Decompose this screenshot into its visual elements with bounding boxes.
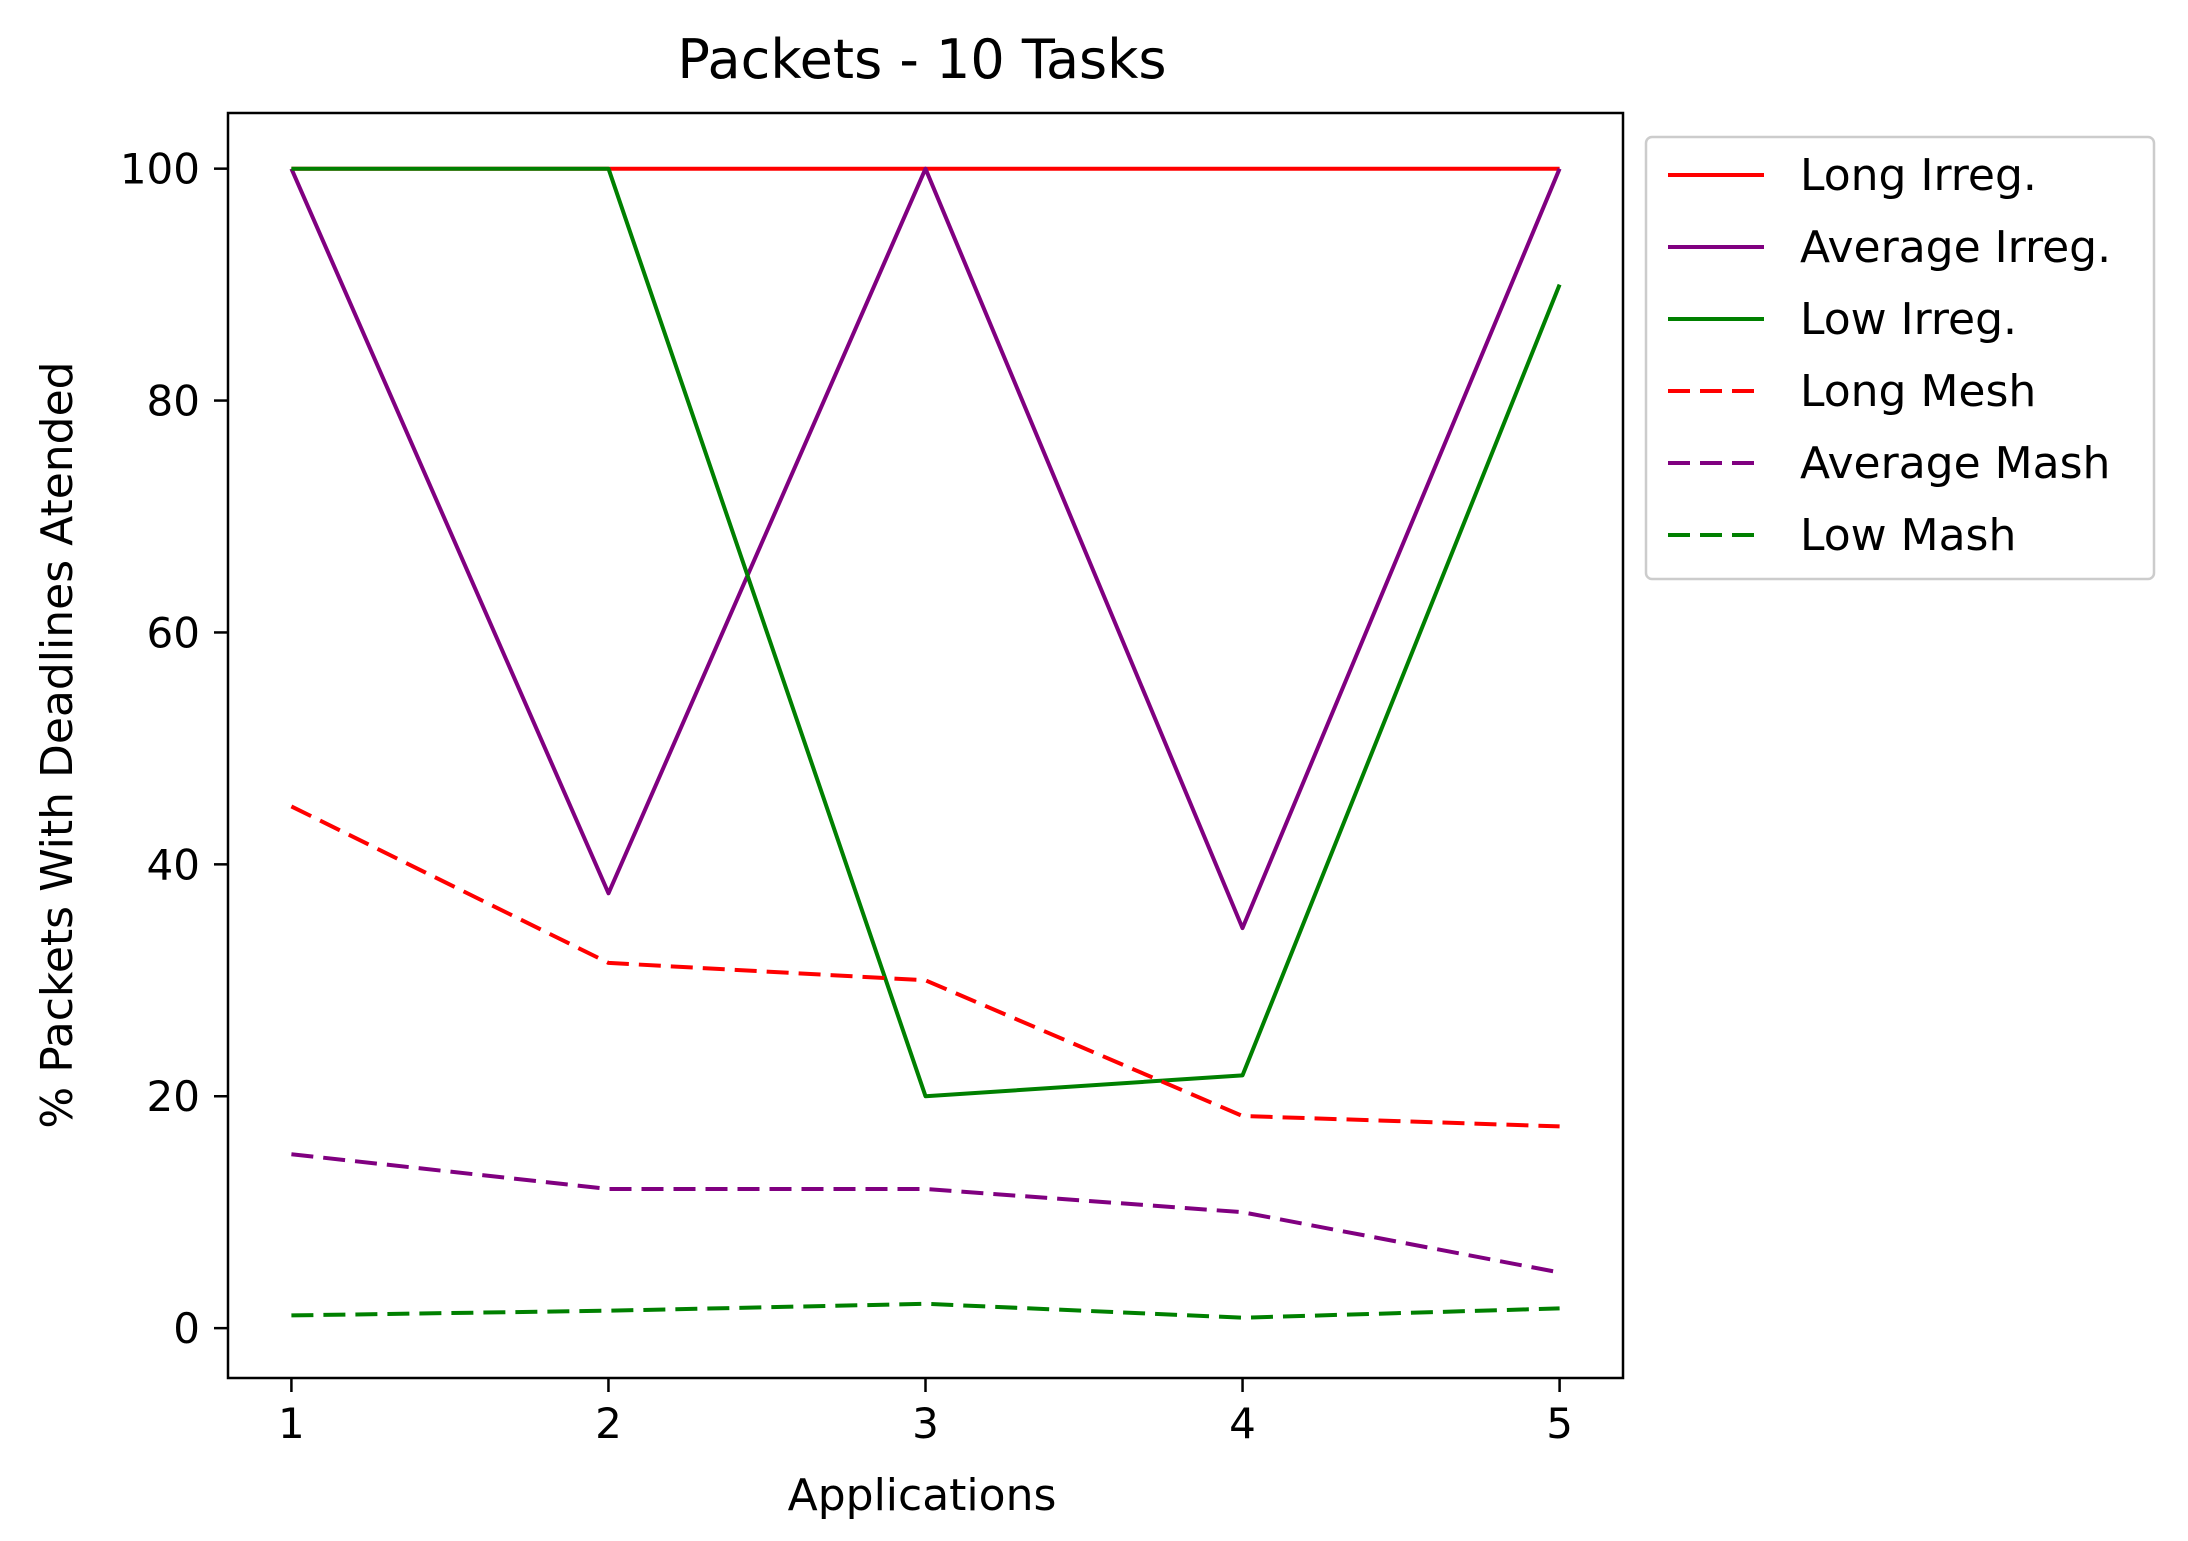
series-line-2 [289,166,1562,931]
series-line-5 [291,1152,1560,1275]
legend-label: Low Irreg. [1800,294,2017,345]
y-tick-label: 100 [120,145,200,194]
y-tick-label: 80 [147,377,200,426]
legend-label: Long Irreg. [1800,150,2037,201]
legend-label: Average Irreg. [1800,222,2111,273]
plot-lines [289,166,1562,1320]
legend-box [1644,135,2156,581]
x-tick-label: 2 [595,1399,622,1448]
y-axis-ticks: 0 20 40 60 80 100 [120,145,228,1353]
legend: Long Irreg. Average Irreg. Low Irreg. Long … [1644,135,2156,581]
legend-entry: Low Mash [1668,510,2016,561]
legend-entry: Average Irreg. [1668,222,2111,273]
y-tick-label: 20 [147,1072,200,1121]
y-axis-label: % Packets With Deadlines Atended [32,361,83,1128]
y-tick-label: 40 [147,840,200,889]
legend-label: Low Mash [1800,510,2016,561]
series-line-6 [291,1301,1560,1320]
x-axis-label: Applications [788,1470,1057,1521]
x-axis-ticks: 1 2 3 4 5 [278,1378,1573,1448]
legend-entry: Long Irreg. [1668,150,2037,201]
x-tick-label: 1 [278,1399,305,1448]
series-line-3 [291,166,1562,1099]
legend-entry: Average Mash [1668,438,2110,489]
legend-label: Long Mesh [1800,366,2036,417]
x-tick-label: 5 [1546,1399,1573,1448]
legend-entry: Low Irreg. [1668,294,2017,345]
legend-entry: Long Mesh [1668,366,2036,417]
x-tick-label: 4 [1229,1399,1256,1448]
y-tick-label: 60 [147,608,200,657]
chart-title: Packets - 10 Tasks [677,28,1166,91]
legend-label: Average Mash [1800,438,2110,489]
series-line-4 [290,804,1560,1129]
x-tick-label: 3 [912,1399,939,1448]
legend-entries: Long Irreg. Average Irreg. Low Irreg. Long … [1668,150,2111,561]
y-tick-label: 0 [173,1304,200,1353]
plot-frame [226,111,1625,1380]
